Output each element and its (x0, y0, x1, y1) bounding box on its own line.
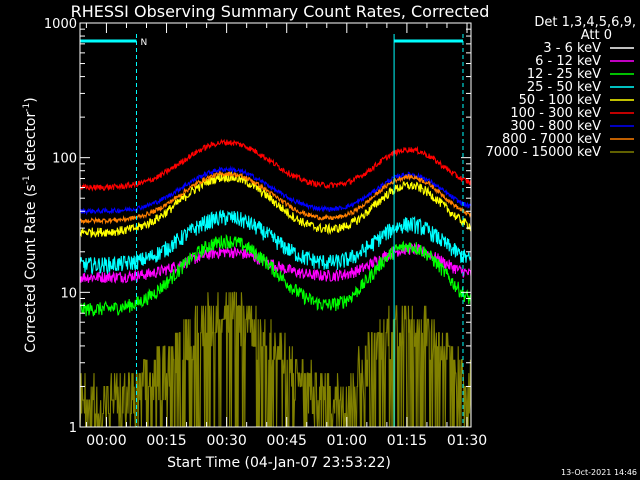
y-axis-label-end: ) (23, 97, 39, 102)
series-line-7 (79, 165, 472, 216)
y-axis-label-mid: detector (23, 112, 39, 176)
series-line-5 (79, 170, 472, 239)
series-line-9 (79, 291, 472, 428)
x-tick-label-5: 01:00 (327, 433, 367, 449)
legend-header-2: Att 0 (581, 28, 612, 43)
series-line-3 (79, 233, 472, 317)
legend-label-3: 12 - 25 keV (527, 67, 601, 82)
legend-label-7: 300 - 800 keV (510, 119, 601, 134)
x-tick-label-3: 00:30 (206, 433, 246, 449)
y-tick-label-4: 1000 (44, 17, 77, 32)
y-tick-label-2: 10 (60, 286, 77, 301)
series-line-1 (79, 252, 472, 373)
legend-label-1: 3 - 6 keV (543, 41, 601, 56)
x-tick-label-4: 00:45 (267, 433, 307, 449)
series-line-4 (79, 209, 472, 276)
series-line-6 (79, 138, 472, 192)
y-axis-label-sup2: -1 (22, 103, 32, 112)
x-tick-label-7: 01:30 (447, 433, 487, 449)
y-tick-label-1: 1 (69, 421, 77, 436)
legend-label-9: 7000 - 15000 keV (486, 145, 602, 160)
x-tick-label-1: 00:00 (86, 433, 126, 449)
y-axis-label-text: Corrected Count Rate (s (23, 184, 39, 352)
chart-title: RHESSI Observing Summary Count Rates, Co… (71, 2, 490, 21)
night-label: N (140, 38, 147, 48)
timestamp: 13-Oct-2021 14:46 (561, 468, 637, 477)
legend-label-2: 6 - 12 keV (535, 54, 601, 69)
legend-label-8: 800 - 7000 keV (502, 132, 601, 147)
x-tick-label-2: 00:15 (146, 433, 186, 449)
y-axis-label-sup1: -1 (22, 175, 32, 184)
y-axis: 1 10 100 1000 (44, 17, 471, 436)
series-layer (79, 138, 472, 428)
legend-label-5: 50 - 100 keV (519, 93, 602, 108)
series-line-8 (79, 170, 472, 225)
x-tick-label-6: 01:15 (387, 433, 427, 449)
legend-label-4: 25 - 50 keV (527, 80, 601, 95)
plot-area: N 1 10 100 1000 00:00 00:15 00:30 00:45 01:00 01… (44, 17, 487, 449)
legend-header-1: Det 1,3,4,5,6,9, (534, 15, 636, 30)
x-axis-label: Start Time (04-Jan-07 23:53:22) (167, 455, 391, 471)
y-tick-label-3: 100 (52, 152, 77, 167)
legend-label-6: 100 - 300 keV (510, 106, 601, 121)
y-axis-label: Corrected Count Rate (s-1 detector-1) (22, 97, 39, 352)
plot-frame (79, 22, 472, 428)
x-axis: 00:00 00:15 00:30 00:45 01:00 01:15 01:30 (85, 23, 487, 449)
